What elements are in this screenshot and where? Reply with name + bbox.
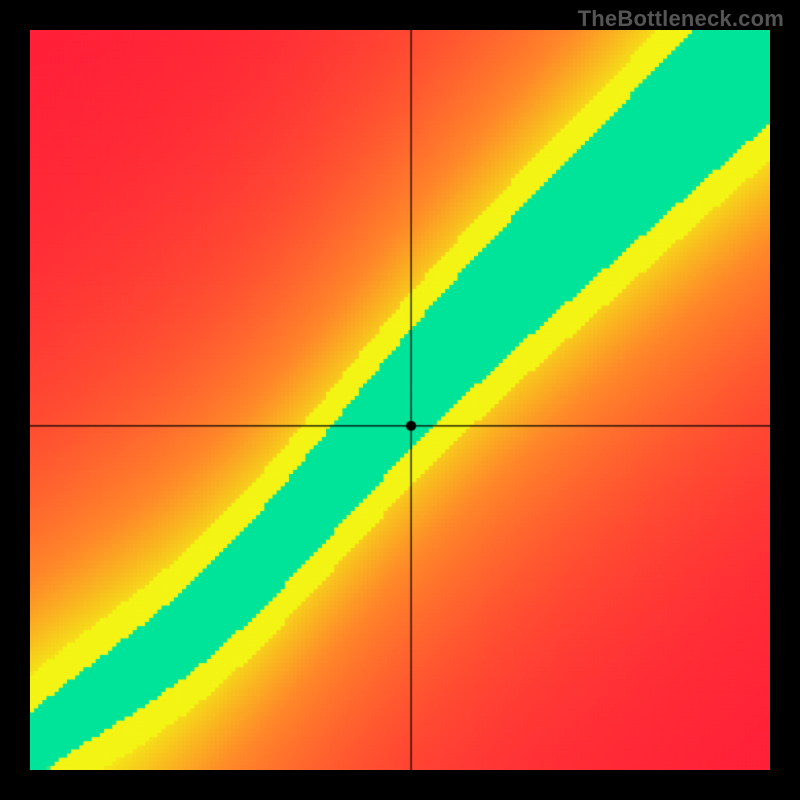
watermark-text: TheBottleneck.com (578, 6, 784, 32)
heatmap-plot (30, 30, 770, 770)
chart-container: TheBottleneck.com (0, 0, 800, 800)
heatmap-canvas (30, 30, 770, 770)
